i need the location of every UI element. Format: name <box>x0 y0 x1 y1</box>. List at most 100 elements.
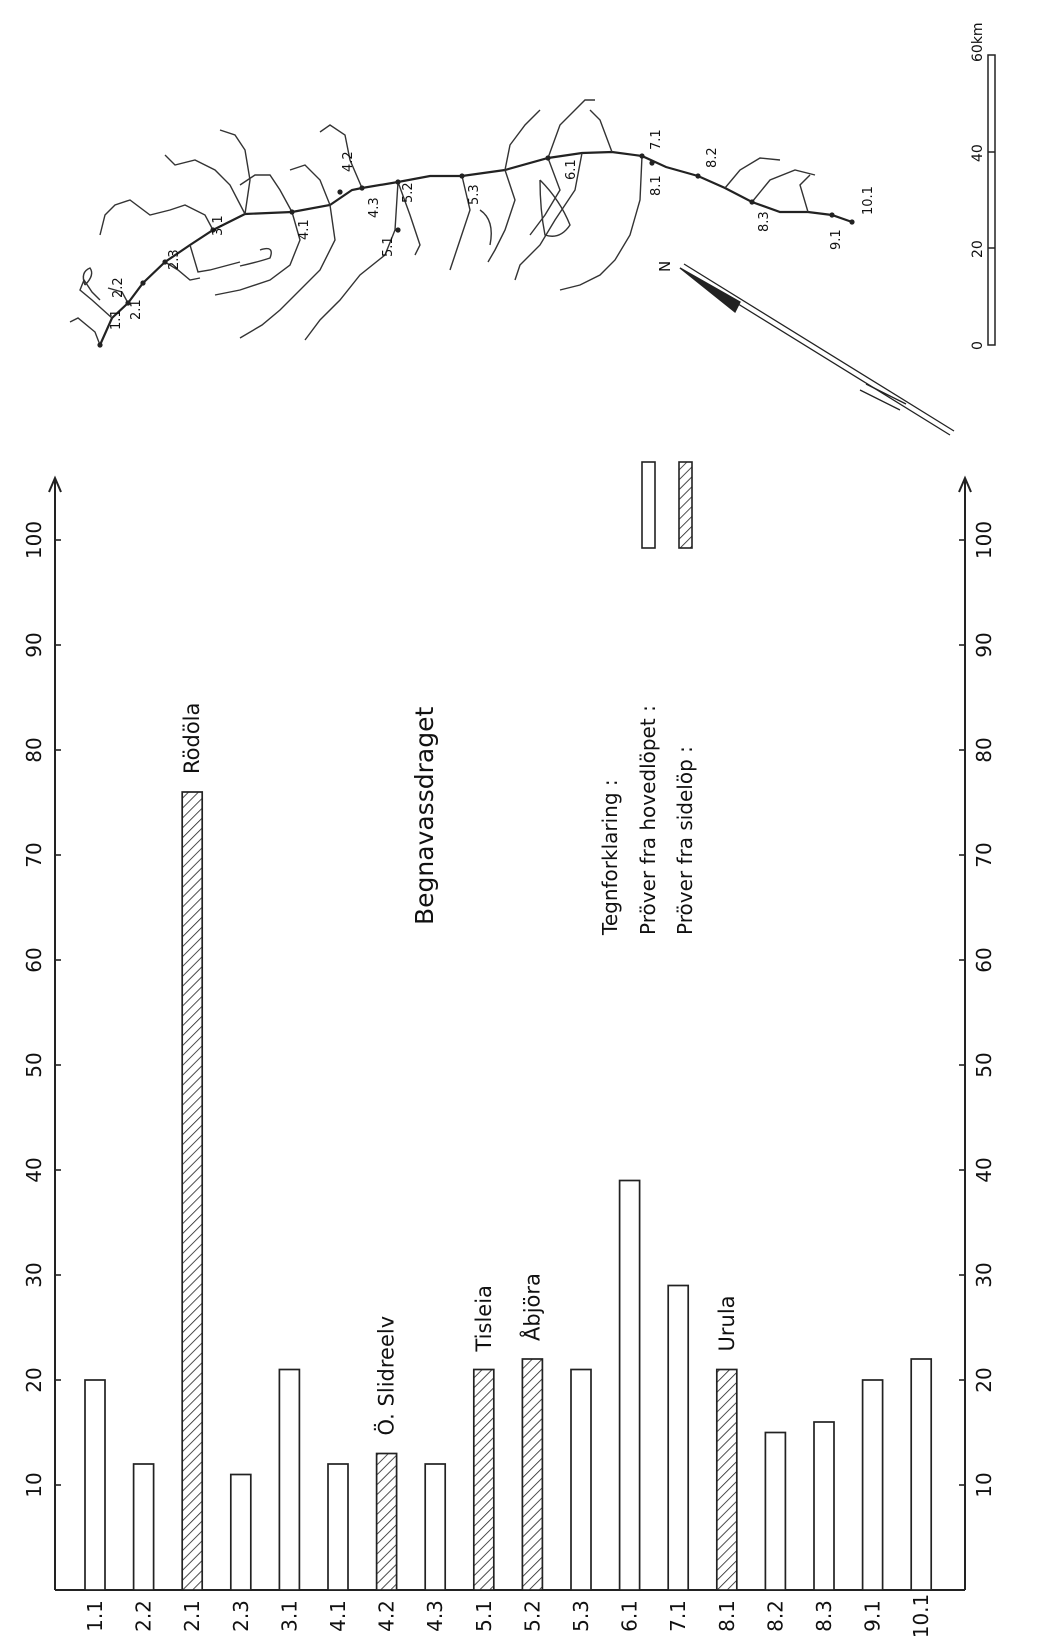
category-label: 1.1 <box>83 1600 107 1632</box>
bar-2-1 <box>181 791 204 1591</box>
value-tick-label: 60 <box>22 947 46 972</box>
value-tick-label: 50 <box>22 1052 46 1077</box>
legend-label-side: Pröver fra sidelöp : <box>673 746 697 935</box>
bar-annotation: Åbjöra <box>518 1273 544 1341</box>
map-main-river <box>98 150 853 346</box>
map-label: 5.3 <box>467 184 482 205</box>
category-label: 4.2 <box>375 1600 399 1632</box>
bars <box>84 791 933 1591</box>
map-label: 2.1 <box>129 299 144 320</box>
axis-arrow <box>958 475 972 493</box>
category-label: 5.3 <box>569 1600 593 1632</box>
category-label: 9.1 <box>861 1600 885 1632</box>
scale-tick: 40 <box>970 144 986 162</box>
bar-3-1 <box>278 1368 301 1591</box>
bar-annotation: Urula <box>715 1295 739 1351</box>
map-label: 4.1 <box>297 219 312 240</box>
scale-tick: 0 <box>970 341 986 350</box>
value-tick-label: 20 <box>22 1367 46 1392</box>
legend-title: Tegnforklaring : <box>598 779 622 936</box>
value-tick-label: 70 <box>972 842 996 867</box>
bar-8-1 <box>715 1368 738 1591</box>
map-label: 2.2 <box>111 277 126 298</box>
map-label: 1.1 <box>109 309 124 330</box>
bar-4-3 <box>424 1463 447 1591</box>
value-tick-label: 100 <box>972 521 996 559</box>
value-tick-label: 80 <box>972 737 996 762</box>
bar-2-3 <box>229 1473 252 1591</box>
category-label: 2.1 <box>180 1600 204 1632</box>
map-station-labels: 1.1 2.1 2.2 2.3 3.1 4.1 4.2 4.3 5.1 5.2 … <box>109 129 876 330</box>
legend-swatch-side <box>678 461 693 549</box>
map-label: 8.3 <box>757 211 772 232</box>
map-stations <box>97 153 855 348</box>
map-label: 10.1 <box>861 186 876 215</box>
category-label: 8.2 <box>763 1600 787 1632</box>
value-tick-label: 60 <box>972 947 996 972</box>
category-labels: 1.1 2.2 2.1 2.3 3.1 4.1 4.2 4.3 5.1 5.2 5.3 6.1 7.1 8… <box>83 1594 933 1639</box>
legend-swatch-main <box>641 461 656 549</box>
category-label: 4.1 <box>326 1600 350 1632</box>
value-tick-label: 30 <box>972 1262 996 1287</box>
map-label: 4.3 <box>367 197 382 218</box>
map-label: 9.1 <box>829 229 844 250</box>
value-tick-label: 90 <box>972 632 996 657</box>
bar-8-3 <box>813 1421 835 1591</box>
map-label: 6.1 <box>564 159 579 180</box>
map-label: 8.1 <box>649 175 664 196</box>
annotations: Rödöla Ö. Slidreelv Tisleia Åbjöra Urula <box>180 703 739 1436</box>
category-label: 8.3 <box>812 1600 836 1632</box>
bar-annotation: Rödöla <box>180 703 204 774</box>
scale-bar: 0 20 40 60km <box>970 22 996 350</box>
bar-1-1 <box>84 1379 106 1591</box>
river-map: 1.1 2.1 2.2 2.3 3.1 4.1 4.2 4.3 5.1 5.2 … <box>69 22 996 436</box>
value-tick-label: 40 <box>22 1157 46 1182</box>
axis-arrow <box>48 475 62 493</box>
map-tributaries <box>69 99 816 346</box>
bar-5-3 <box>570 1368 592 1591</box>
category-label: 7.1 <box>666 1600 690 1632</box>
map-label: 3.1 <box>211 215 226 236</box>
bar-7-1 <box>667 1284 690 1591</box>
map-label: 7.1 <box>649 129 664 150</box>
value-tick-label: 100 <box>22 521 46 559</box>
map-label: 5.1 <box>381 236 396 257</box>
value-ticks: 10 10 20 20 30 30 40 40 50 50 60 60 70 70 80 80 90 90 100 1… <box>22 521 996 1498</box>
map-label: 8.2 <box>705 147 720 168</box>
category-label: 6.1 <box>618 1600 642 1632</box>
value-tick-label: 90 <box>22 632 46 657</box>
value-tick-label: 70 <box>22 842 46 867</box>
value-tick-label: 10 <box>22 1472 46 1497</box>
bar-4-2 <box>375 1452 398 1591</box>
scale-tick: 60km <box>970 22 986 62</box>
bar-2-2 <box>132 1463 155 1591</box>
north-arrow: N <box>656 261 955 436</box>
map-label: 4.2 <box>341 151 356 172</box>
value-tick-label: 10 <box>972 1472 996 1497</box>
legend: Tegnforklaring : Pröver fra hovedlöpet :… <box>598 461 697 936</box>
bar-8-2 <box>764 1431 787 1591</box>
category-label: 5.2 <box>520 1600 544 1632</box>
north-label: N <box>656 261 674 272</box>
bar-9-1 <box>861 1379 884 1591</box>
category-label: 4.3 <box>423 1600 447 1632</box>
bar-10-1 <box>910 1358 933 1591</box>
legend-label-main: Pröver fra hovedlöpet : <box>636 705 660 935</box>
bar-chart: 1.1 2.2 2.1 2.3 3.1 4.1 4.2 4.3 5.1 5.2 5.3 6.1 7.1 8… <box>22 475 996 1639</box>
category-label: 2.2 <box>132 1600 156 1632</box>
bar-4-1 <box>327 1463 349 1591</box>
category-label: 8.1 <box>715 1600 739 1632</box>
map-label: 2.3 <box>167 249 182 270</box>
value-tick-label: 20 <box>972 1367 996 1392</box>
scale-tick: 20 <box>970 240 986 258</box>
value-tick-label: 30 <box>22 1262 46 1287</box>
category-label: 10.1 <box>909 1594 933 1639</box>
category-label: 3.1 <box>277 1600 301 1632</box>
category-label: 5.1 <box>472 1600 496 1632</box>
bar-5-1 <box>472 1368 495 1591</box>
bar-annotation: Tisleia <box>472 1285 496 1352</box>
bar-5-2 <box>521 1358 544 1591</box>
map-label: 5.2 <box>401 182 416 203</box>
value-tick-label: 40 <box>972 1157 996 1182</box>
